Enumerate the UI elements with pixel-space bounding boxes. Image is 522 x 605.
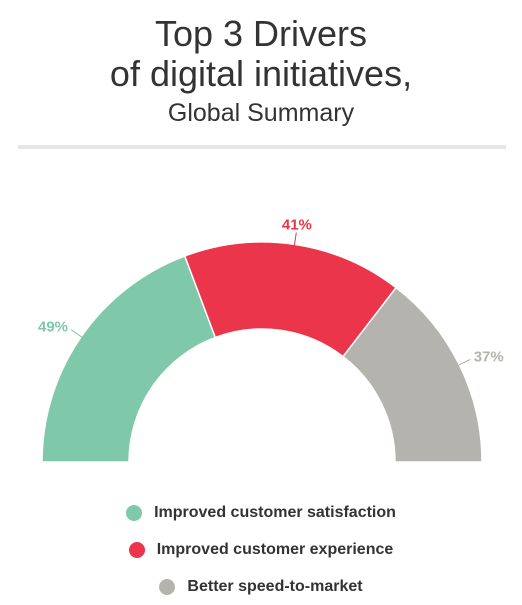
legend-label: Improved customer experience [156, 540, 394, 558]
leader-line-improved-customer-experience [293, 232, 297, 247]
data-label-better-speed-to-market: 37% [474, 349, 504, 366]
slice-better-speed-to-market [342, 286, 483, 463]
title-line-2: of digital initiatives, [109, 53, 413, 94]
legend-label: Improved customer satisfaction [154, 503, 396, 521]
legend-item-improved-customer-satisfaction: Improved customer satisfaction [0, 494, 522, 531]
legend-swatch [159, 578, 176, 595]
title-line-1: Top 3 Drivers [154, 13, 368, 54]
leader-line-better-speed-to-market [457, 359, 471, 367]
legend-item-better-speed-to-market: Better speed-to-market [0, 568, 522, 605]
legend-item-improved-customer-experience: Improved customer experience [0, 531, 522, 568]
chart-subtitle: Global Summary [167, 99, 355, 127]
title-divider [18, 145, 506, 149]
chart-title: Top 3 Drivers of digital initiatives, Gl… [0, 14, 522, 128]
leader-line-improved-customer-satisfaction [71, 329, 84, 339]
data-label-improved-customer-experience: 41% [282, 217, 312, 234]
chart-legend: Improved customer satisfaction Improved c… [0, 494, 522, 605]
legend-swatch [126, 504, 143, 521]
legend-swatch [128, 541, 145, 558]
data-label-improved-customer-satisfaction: 49% [38, 319, 68, 336]
legend-label: Better speed-to-market [187, 577, 363, 595]
slice-improved-customer-satisfaction [41, 255, 217, 463]
